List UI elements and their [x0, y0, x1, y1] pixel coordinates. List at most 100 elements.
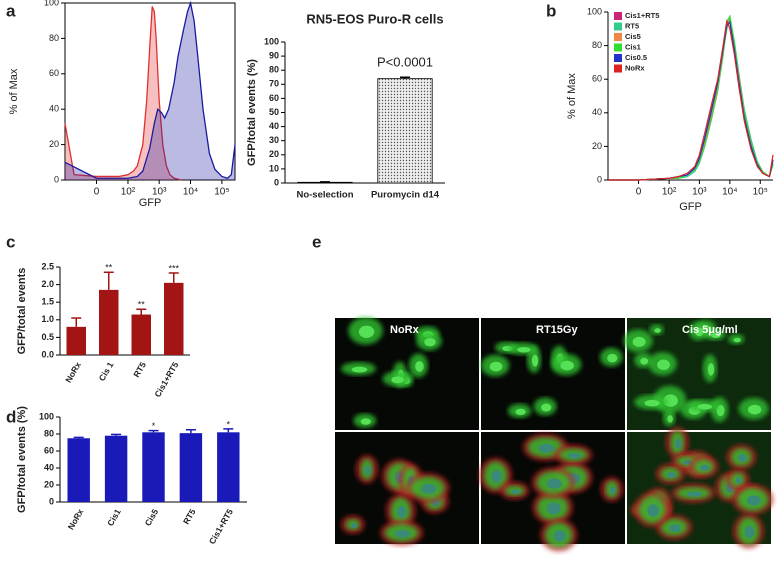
bar — [66, 326, 86, 355]
bar — [67, 438, 90, 502]
y-tick-label: 1.5 — [41, 297, 54, 307]
nucleus — [695, 327, 704, 337]
nucleus — [560, 360, 574, 371]
y-tick-label: 20 — [44, 479, 54, 489]
nucleus — [746, 495, 761, 506]
annotation: *** — [168, 263, 179, 273]
y-tick-label: 0 — [49, 496, 54, 506]
nucleus — [707, 363, 715, 376]
y-axis-label: GFP/total events — [16, 268, 28, 355]
y-tick-label: 2.0 — [41, 279, 54, 289]
nucleus — [395, 529, 411, 538]
y-tick-label: 0 — [274, 177, 279, 187]
nucleus — [364, 465, 371, 475]
bar — [104, 435, 128, 502]
nucleus — [669, 524, 682, 532]
y-tick-label: 60 — [592, 74, 602, 84]
legend-swatch — [614, 12, 622, 20]
image-label: Cis 5μg/ml — [682, 324, 738, 336]
y-axis-label: % of Max — [8, 68, 20, 114]
legend-label: Cis1+RT5 — [625, 11, 659, 20]
legend-label: Cis0.5 — [625, 53, 647, 62]
bar — [179, 433, 203, 502]
micrograph — [335, 432, 479, 546]
y-tick-label: 30 — [269, 135, 279, 145]
nucleus — [697, 403, 713, 410]
x-tick-label: Puromycin d14 — [371, 190, 440, 201]
nucleus — [391, 376, 404, 384]
nucleus — [491, 470, 502, 483]
nucleus — [667, 415, 673, 423]
annotation: * — [227, 419, 231, 429]
x-tick-label: 0 — [636, 187, 642, 198]
legend-label: Cis5 — [625, 32, 641, 41]
y-tick-label: 20 — [49, 139, 59, 149]
x-tick-label: NoRx — [63, 360, 83, 384]
nucleus — [710, 332, 721, 338]
y-tick-label: 0.5 — [41, 332, 54, 342]
x-tick-label: 10³ — [692, 187, 707, 198]
micrograph — [627, 426, 774, 549]
nucleus — [358, 325, 375, 338]
y-tick-label: 40 — [592, 107, 602, 117]
x-tick-label: No-selection — [296, 190, 353, 201]
y-tick-label: 50 — [269, 107, 279, 117]
area-line — [64, 0, 236, 179]
x-tick-label: NoRx — [66, 507, 86, 531]
y-tick-label: 60 — [49, 68, 59, 78]
x-tick-label: Cis5 — [143, 507, 161, 528]
nucleus — [531, 354, 539, 367]
x-tick-label: 10² — [121, 187, 136, 198]
y-tick-label: 100 — [39, 411, 54, 421]
nucleus — [546, 502, 561, 515]
nucleus — [632, 336, 646, 347]
nucleus — [360, 418, 371, 425]
y-axis-label: % of Max — [566, 73, 578, 119]
y-tick-label: 60 — [44, 445, 54, 455]
nucleus — [666, 471, 676, 478]
legend-swatch — [614, 33, 622, 41]
annotation: ** — [138, 300, 146, 310]
y-tick-label: 100 — [264, 36, 279, 46]
panel-letter: d — [6, 407, 16, 426]
bar — [217, 432, 240, 502]
bar — [377, 78, 433, 184]
x-tick-label: RT5 — [131, 360, 148, 379]
nucleus — [644, 399, 660, 407]
x-tick-label: Cis 1 — [97, 360, 116, 383]
y-tick-label: 20 — [592, 141, 602, 151]
x-tick-label: 0 — [94, 187, 100, 198]
y-tick-label: 100 — [587, 6, 602, 16]
nucleus — [421, 483, 437, 494]
x-tick-label: RT5 — [181, 507, 198, 526]
y-tick-label: 2.5 — [41, 261, 54, 271]
x-tick-label: 10³ — [152, 187, 167, 198]
y-tick-label: 40 — [44, 462, 54, 472]
legend-label: Cis1 — [625, 42, 641, 51]
y-tick-label: 0.0 — [41, 349, 54, 359]
nucleus — [607, 353, 618, 363]
image-label: NoRx — [390, 324, 420, 336]
nucleus — [538, 443, 555, 453]
area-line — [64, 6, 182, 181]
y-tick-label: 60 — [269, 93, 279, 103]
y-tick-label: 70 — [269, 79, 279, 89]
nucleus — [351, 366, 368, 373]
nucleus — [515, 408, 526, 416]
nucleus — [733, 337, 741, 343]
y-tick-label: 80 — [592, 40, 602, 50]
y-tick-label: 40 — [269, 121, 279, 131]
y-tick-label: 90 — [269, 50, 279, 60]
nucleus — [511, 489, 521, 494]
chart-title: RN5-EOS Puro-R cells — [306, 11, 443, 26]
y-tick-label: 100 — [44, 0, 59, 7]
nucleus — [640, 357, 649, 365]
panel-letter: c — [6, 232, 15, 251]
legend-label: RT5 — [625, 21, 639, 30]
area-fill — [65, 3, 235, 180]
x-tick-label: 10⁵ — [753, 187, 768, 198]
nucleus — [686, 491, 702, 497]
series-line — [608, 20, 774, 181]
nucleus — [744, 525, 755, 539]
x-axis-label: GFP — [679, 201, 702, 213]
